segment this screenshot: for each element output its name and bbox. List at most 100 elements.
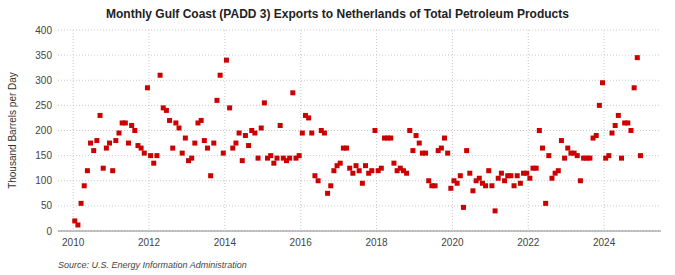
point [271,161,276,166]
point [354,163,359,168]
x-grid-line [452,30,453,231]
point [167,118,172,123]
point [616,113,621,118]
point [126,141,131,146]
x-tick-label: 2022 [517,237,540,248]
point [470,188,475,193]
point [256,156,261,161]
y-tick-label: 50 [41,200,53,211]
point [578,178,583,183]
point [600,80,605,85]
point [344,146,349,151]
point [221,151,226,156]
x-grid-line [73,30,74,231]
y-grid-line [58,130,661,131]
y-tick-label: 400 [35,25,52,36]
y-tick-label: 350 [35,50,52,61]
point [496,176,501,181]
point [540,146,545,151]
point [309,131,314,136]
point [524,171,529,176]
point [275,156,280,161]
point [328,183,333,188]
point [499,171,504,176]
point [129,123,134,128]
point [331,168,336,173]
point [233,141,238,146]
point [145,85,150,90]
point [515,173,520,178]
point [79,201,84,206]
y-tick-label: 250 [35,100,52,111]
point [151,161,156,166]
point [132,128,137,133]
x-grid-line [300,30,301,231]
point [527,176,532,181]
x-tick-label: 2020 [441,237,464,248]
point [562,156,567,161]
point [107,141,112,146]
point [183,136,188,141]
point [75,222,80,227]
point [218,73,223,78]
point [414,133,419,138]
point [483,183,488,188]
x-tick-label: 2012 [138,237,161,248]
point [388,136,393,141]
point [407,128,412,133]
point [177,125,182,130]
point [442,136,447,141]
point [455,181,460,186]
point [347,166,352,171]
point [606,153,611,158]
point [148,153,153,158]
point [192,141,197,146]
point [467,171,472,176]
point [587,156,592,161]
point [211,141,216,146]
point [101,166,106,171]
x-grid-line [149,30,150,231]
point [154,153,159,158]
x-grid-line [604,30,605,231]
point [379,166,384,171]
point [262,100,267,105]
source: Source: U.S. Energy Information Administ… [58,260,247,270]
point [88,141,93,146]
point [325,191,330,196]
y-tick-label: 200 [35,125,52,136]
point [205,146,210,151]
point [477,176,482,181]
point [243,133,248,138]
point [632,85,637,90]
point [98,113,103,118]
chart: Monthly Gulf Coast (PADD 3) Exports to N… [0,0,675,275]
point [445,151,450,156]
point [240,158,245,163]
y-tick-label: 0 [46,226,52,237]
point [549,176,554,181]
point [534,166,539,171]
point [252,131,257,136]
point [82,183,87,188]
point [613,123,618,128]
point [259,125,264,130]
point [512,183,517,188]
point [113,138,118,143]
point [508,173,513,178]
point [158,73,163,78]
point [170,146,175,151]
point [287,156,292,161]
point [464,148,469,153]
point [426,178,431,183]
point [575,153,580,158]
point [537,128,542,133]
point [350,171,355,176]
point [360,181,365,186]
title: Monthly Gulf Coast (PADD 3) Exports to N… [106,7,569,21]
point [110,168,115,173]
point [202,138,207,143]
point [559,138,564,143]
point [180,151,185,156]
point [94,138,99,143]
